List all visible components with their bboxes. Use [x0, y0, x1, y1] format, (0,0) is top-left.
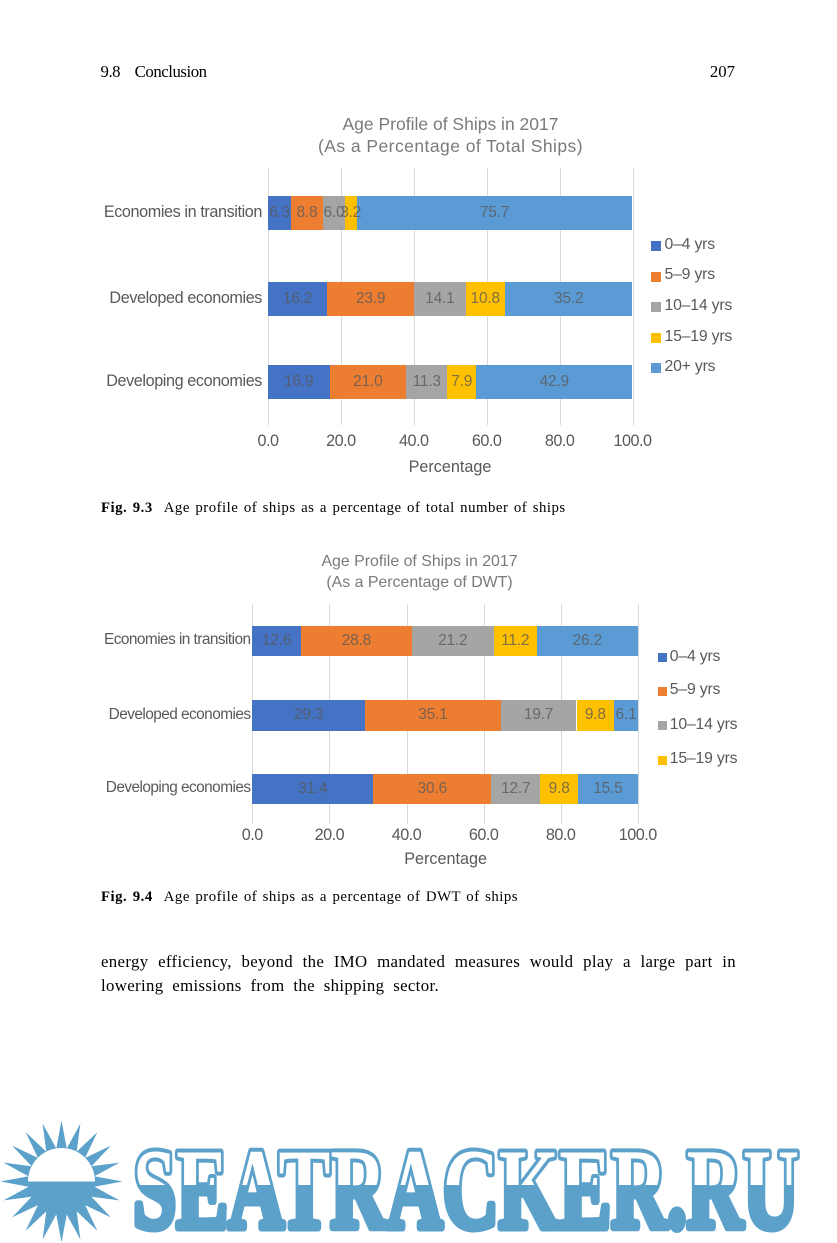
svg-text:SEATRACKER.RU: SEATRACKER.RU — [133, 1126, 799, 1243]
svg-text:SEATRACKER.RU: SEATRACKER.RU — [133, 1126, 799, 1243]
